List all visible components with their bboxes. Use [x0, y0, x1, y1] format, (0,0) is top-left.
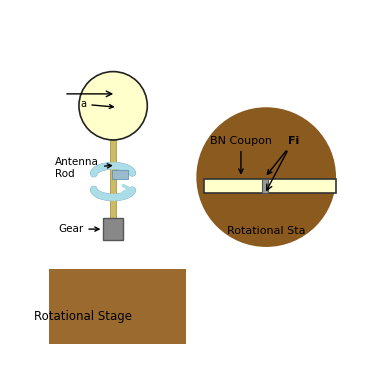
Bar	[110, 140, 116, 222]
Circle shape	[196, 107, 336, 247]
Bar	[204, 179, 336, 193]
Bar	[49, 269, 186, 344]
Text: Antenna
Rod: Antenna Rod	[55, 157, 112, 179]
Text: a: a	[80, 99, 113, 109]
Text: Gear: Gear	[58, 224, 99, 234]
Bar	[103, 218, 123, 240]
Bar	[112, 170, 128, 179]
Circle shape	[79, 71, 147, 140]
Text: Rotational Stage: Rotational Stage	[34, 310, 132, 323]
Bar	[262, 179, 267, 193]
Text: Fi: Fi	[267, 136, 300, 174]
Text: BN Coupon: BN Coupon	[210, 136, 272, 173]
Text: Rotational Sta: Rotational Sta	[227, 225, 305, 235]
